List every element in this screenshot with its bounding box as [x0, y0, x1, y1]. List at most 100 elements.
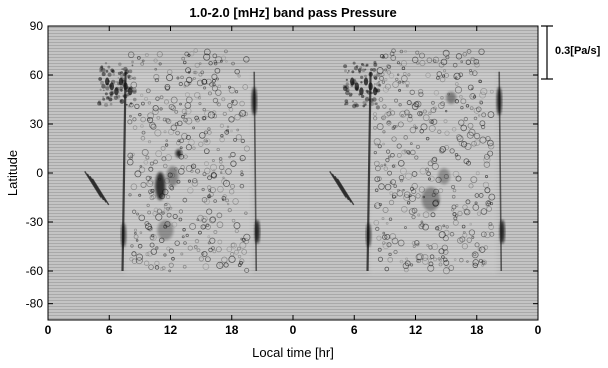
speckle	[422, 114, 430, 122]
speckle	[183, 112, 187, 116]
speckle	[238, 112, 243, 117]
x-tick-label-6: 12	[409, 323, 423, 337]
speckle	[222, 111, 227, 116]
y-axis: 90 60 30 0 -30 -60 -80	[26, 19, 538, 311]
speckle	[182, 197, 188, 203]
speckle	[376, 235, 382, 241]
speckle	[227, 103, 233, 109]
speckle	[372, 68, 377, 72]
speckle	[455, 154, 461, 161]
speckle	[165, 194, 171, 200]
speckle	[234, 228, 239, 234]
speckle	[109, 93, 113, 97]
speckle	[129, 102, 133, 105]
speckle	[476, 211, 482, 216]
speckle	[163, 253, 167, 257]
speckle	[198, 141, 204, 147]
speckle	[236, 246, 241, 251]
speckle	[487, 150, 494, 157]
speckle	[214, 67, 221, 74]
speckle	[136, 56, 141, 60]
speckle	[209, 216, 217, 223]
speckle	[411, 188, 417, 195]
diagonal-streak	[329, 170, 347, 198]
speckle	[133, 228, 138, 232]
speckle	[112, 72, 116, 76]
speckle	[404, 226, 407, 229]
speckle	[352, 61, 356, 65]
speckle	[469, 70, 474, 76]
north-cell	[354, 82, 360, 91]
speckle	[444, 109, 448, 113]
speckle	[468, 183, 474, 189]
speckle	[414, 240, 420, 246]
speckle	[400, 60, 408, 67]
diagonal-streak	[336, 178, 355, 206]
speckle	[440, 96, 444, 100]
speckle	[478, 193, 484, 198]
speckle	[381, 115, 387, 121]
speckle	[465, 104, 470, 108]
speckle	[438, 262, 443, 267]
speckle	[172, 213, 178, 219]
speckle	[378, 202, 382, 207]
speckle	[101, 72, 106, 77]
speckle	[467, 84, 474, 91]
speckle	[440, 101, 445, 107]
speckle	[215, 101, 219, 105]
speckle	[415, 50, 420, 55]
speckle	[99, 88, 102, 91]
speckle	[198, 72, 203, 77]
speckle	[401, 206, 408, 213]
speckle	[155, 150, 163, 158]
speckle	[395, 125, 398, 128]
speckle	[166, 206, 170, 211]
speckle	[180, 75, 184, 80]
speckle	[224, 129, 230, 135]
speckle	[163, 130, 167, 134]
speckle	[153, 73, 160, 80]
speckle	[409, 186, 415, 191]
speckle	[483, 245, 489, 250]
speckle	[166, 74, 174, 82]
speckle	[209, 163, 218, 171]
speckle	[185, 117, 193, 125]
speckle	[457, 210, 463, 217]
speckle	[454, 153, 459, 157]
speckle	[230, 129, 233, 133]
speckle	[203, 48, 211, 56]
speckle	[455, 175, 462, 182]
speckle	[471, 140, 477, 147]
speckle	[97, 101, 102, 106]
speckle	[482, 181, 490, 189]
evening-blob-north	[496, 87, 502, 116]
speckle	[344, 85, 348, 89]
speckle	[425, 136, 430, 141]
speckle	[121, 68, 124, 71]
speckle	[442, 224, 446, 228]
speckle	[205, 223, 210, 227]
speckle	[417, 213, 421, 217]
speckle	[362, 100, 367, 105]
speckle	[406, 150, 411, 155]
speckle	[478, 258, 483, 263]
speckle	[164, 83, 171, 90]
speckle	[233, 137, 237, 142]
speckle	[381, 217, 385, 220]
speckle	[169, 206, 173, 210]
speckle	[243, 145, 250, 152]
speckle	[399, 49, 404, 54]
speckle	[352, 100, 354, 103]
speckle	[180, 252, 184, 256]
speckle	[219, 59, 223, 63]
speckle	[236, 128, 240, 132]
speckle	[147, 112, 155, 120]
speckle	[154, 67, 158, 71]
speckle	[162, 117, 167, 122]
speckle	[141, 130, 146, 135]
speckle	[432, 56, 440, 64]
speckle	[217, 102, 221, 107]
speckle	[223, 262, 229, 268]
speckle	[146, 117, 151, 121]
speckle	[147, 101, 152, 105]
